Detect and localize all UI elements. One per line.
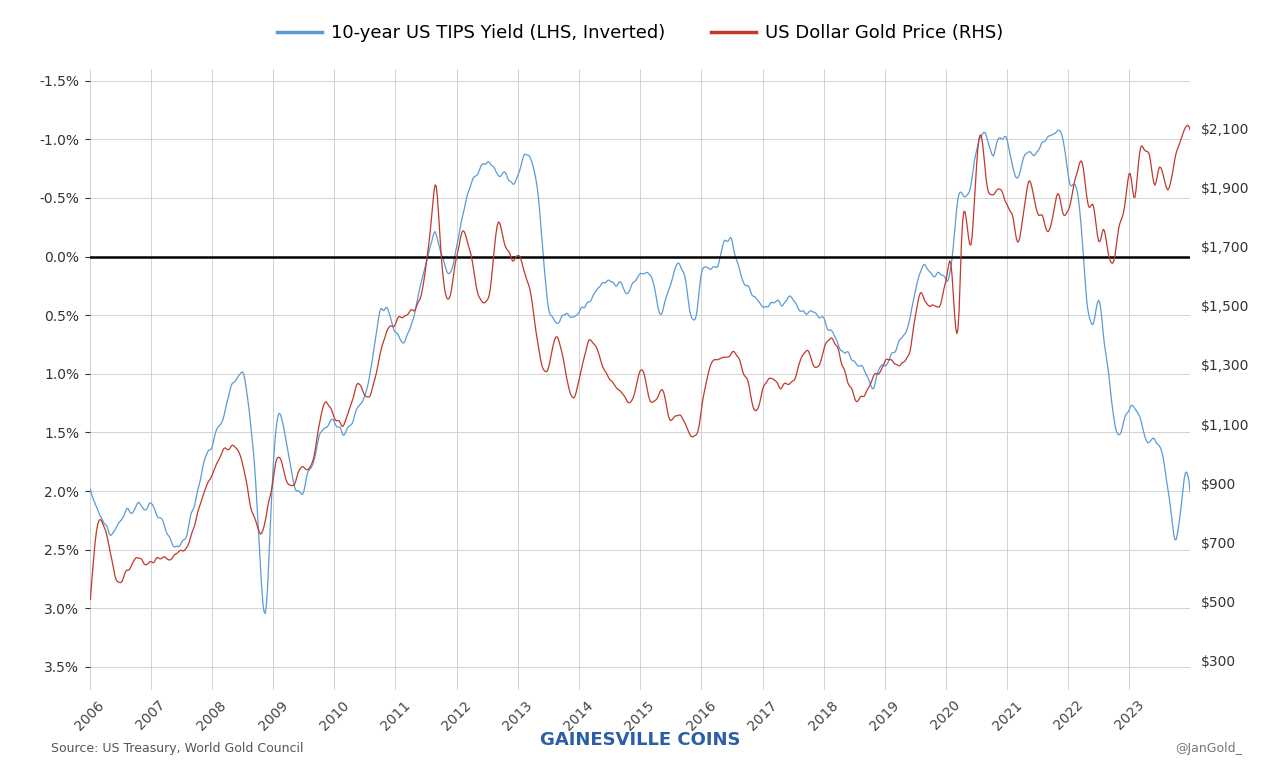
Text: GAINESVILLE COINS: GAINESVILLE COINS <box>540 731 740 749</box>
Text: Source: US Treasury, World Gold Council: Source: US Treasury, World Gold Council <box>51 742 303 755</box>
Legend: 10-year US TIPS Yield (LHS, Inverted), US Dollar Gold Price (RHS): 10-year US TIPS Yield (LHS, Inverted), U… <box>270 17 1010 49</box>
Text: @JanGold_: @JanGold_ <box>1175 742 1242 755</box>
